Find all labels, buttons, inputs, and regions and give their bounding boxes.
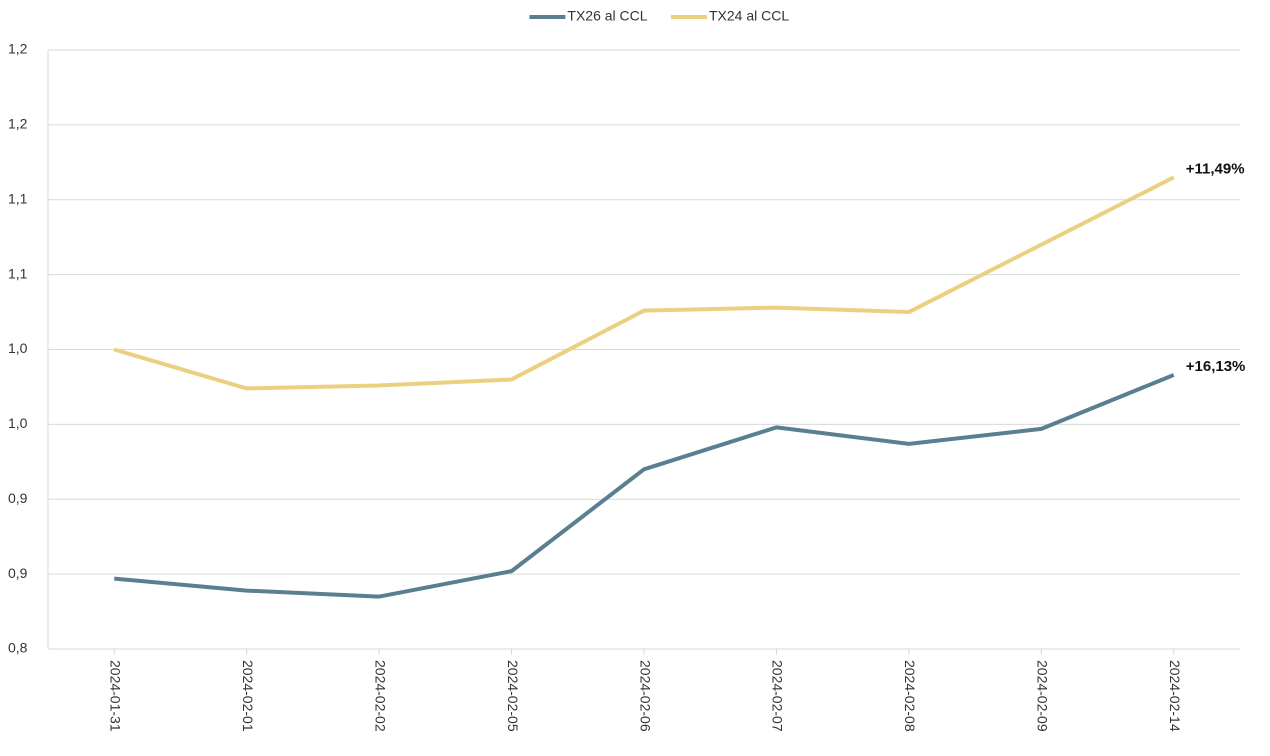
y-tick-label: 1,2 — [8, 116, 28, 132]
x-tick-label: 2024-02-05 — [505, 660, 521, 732]
x-tick-label: 2024-02-14 — [1167, 660, 1183, 732]
x-tick-label: 2024-02-07 — [770, 660, 786, 732]
x-tick-label: 2024-02-06 — [637, 660, 653, 732]
y-tick-label: 0,8 — [8, 640, 28, 656]
x-tick-label: 2024-02-02 — [372, 660, 388, 732]
x-tick-label: 2024-02-01 — [240, 660, 256, 732]
annotation: +16,13% — [1186, 358, 1246, 375]
legend-label: TX24 al CCL — [709, 8, 789, 24]
y-tick-label: 1,1 — [8, 265, 28, 281]
y-tick-label: 1,0 — [8, 340, 28, 356]
x-tick-label: 2024-01-31 — [108, 660, 124, 732]
y-tick-label: 0,9 — [8, 490, 28, 506]
line-series — [113, 175, 1175, 391]
legend-label: TX26 al CCL — [567, 8, 647, 24]
x-tick-label: 2024-02-08 — [902, 660, 918, 732]
line-series — [114, 373, 1175, 599]
x-tick-label: 2024-02-09 — [1035, 660, 1051, 732]
y-tick-label: 1,0 — [8, 415, 28, 431]
y-tick-label: 1,1 — [8, 190, 28, 206]
y-tick-label: 0,9 — [8, 565, 28, 581]
y-tick-label: 1,2 — [8, 41, 28, 57]
annotation: +11,49% — [1186, 160, 1245, 177]
